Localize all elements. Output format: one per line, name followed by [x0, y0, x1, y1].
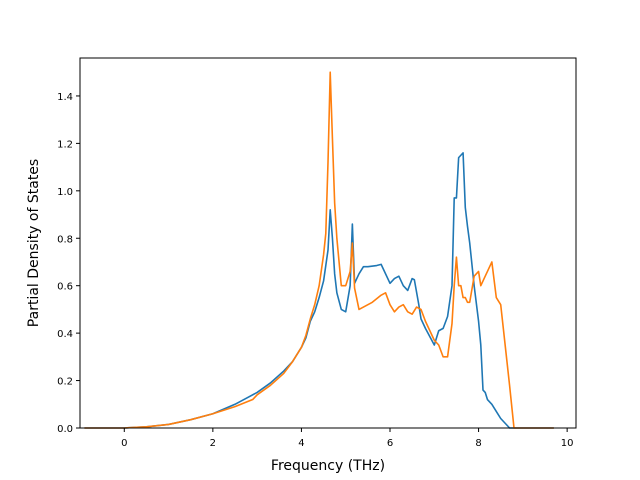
x-tick-label: 6 — [387, 438, 393, 449]
y-tick-label: 1.4 — [57, 92, 73, 103]
y-tick-label: 1.2 — [57, 139, 73, 150]
x-tick-label: 2 — [210, 438, 216, 449]
x-axis-label: Frequency (THz) — [271, 458, 385, 474]
x-tick-label: 0 — [121, 438, 127, 449]
x-tick-label: 8 — [475, 438, 481, 449]
x-tick-label: 10 — [561, 438, 574, 449]
x-tick-label: 4 — [298, 438, 304, 449]
series-line-2 — [84, 71, 554, 429]
plot-frame — [79, 57, 577, 429]
series-layer — [84, 71, 554, 429]
y-tick-label: 0.2 — [57, 377, 73, 388]
y-axis-label: Partial Density of States — [26, 159, 42, 327]
y-tick-label: 0.8 — [57, 234, 73, 245]
y-axis-ticks: 0.0 0.2 0.4 0.6 0.8 1.0 1.2 1.4 — [57, 92, 80, 435]
y-tick-label: 1.0 — [57, 187, 73, 198]
y-tick-label: 0.4 — [57, 329, 73, 340]
y-tick-label: 0.0 — [57, 424, 73, 435]
y-tick-label: 0.6 — [57, 282, 73, 293]
x-axis-ticks: 0 2 4 6 8 10 — [121, 428, 574, 449]
